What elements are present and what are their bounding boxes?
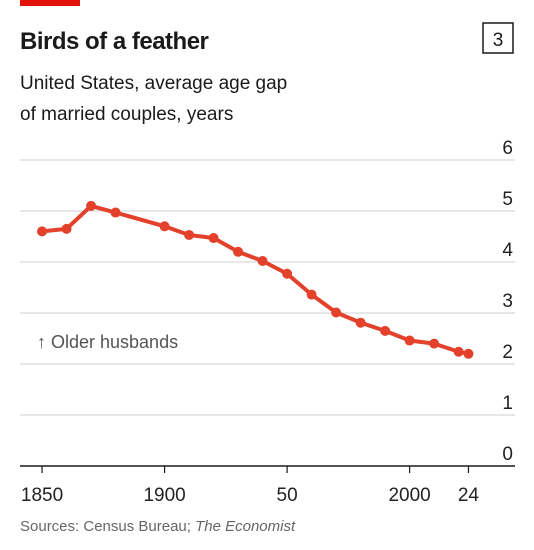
badge-box [482, 22, 514, 54]
point [331, 307, 342, 318]
brand-bar [20, 0, 80, 6]
x-tick-label: 24 [458, 485, 480, 506]
source: Sources: Census Bureau; The Economist [20, 518, 296, 535]
point [184, 229, 195, 240]
point [61, 223, 72, 234]
chart-title: Birds of a feather [20, 28, 209, 55]
point [355, 317, 366, 328]
subtitle: of married couples, years [20, 104, 233, 125]
y-tick-label: 5 [502, 189, 513, 210]
point [380, 325, 391, 336]
point [233, 246, 244, 257]
point [306, 289, 317, 300]
annotation: ↑ Older husbands [37, 332, 178, 352]
point [86, 200, 97, 211]
point [208, 233, 219, 244]
y-tick-label: 6 [502, 138, 513, 159]
point [110, 207, 121, 218]
point [282, 268, 293, 279]
x-tick-label: 2000 [388, 485, 430, 506]
y-tick-label: 3 [502, 291, 513, 312]
point [429, 338, 440, 349]
point [453, 346, 464, 357]
point [159, 221, 170, 232]
y-tick-label: 2 [502, 342, 513, 363]
point [37, 226, 48, 237]
point [257, 255, 268, 266]
badge: 3 [493, 30, 504, 51]
source-text: The Economist [195, 518, 296, 535]
x-tick-label: 1900 [143, 485, 185, 506]
y-tick-label: 1 [502, 393, 513, 414]
x-tick-label: 50 [277, 485, 298, 506]
point [463, 348, 474, 359]
subtitle: United States, average age gap [20, 73, 287, 94]
y-tick-label: 4 [502, 240, 513, 261]
y-tick-label: 0 [502, 444, 513, 465]
point [404, 335, 415, 346]
x-tick-label: 1850 [21, 485, 63, 506]
source-text: Sources: Census Bureau; [20, 518, 195, 535]
